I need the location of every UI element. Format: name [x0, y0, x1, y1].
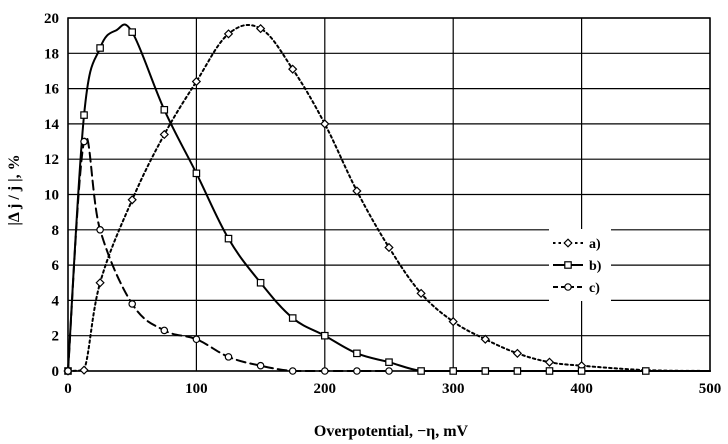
x-tick-label: 500: [699, 381, 722, 397]
data-point: [385, 358, 393, 366]
y-tick-label: 16: [44, 82, 60, 98]
data-point: [79, 365, 89, 375]
data-point: [320, 367, 329, 375]
legend-marker-1: [563, 238, 573, 248]
data-point: [192, 335, 201, 344]
data-point: [448, 316, 458, 327]
legend-label-3: c): [589, 281, 600, 296]
data-point: [545, 367, 554, 375]
data-point: [224, 234, 233, 243]
data-point: [480, 334, 490, 344]
y-tick-label: 8: [52, 223, 60, 239]
data-point: [223, 29, 234, 39]
y-tick-label: 6: [52, 258, 60, 274]
legend-marker-2: [564, 261, 572, 269]
data-point: [417, 367, 425, 375]
data-point: [159, 129, 169, 140]
y-tick-label: 2: [52, 329, 60, 345]
data-point: [385, 367, 393, 375]
data-point: [80, 137, 88, 146]
data-point: [353, 367, 361, 375]
series-2: [64, 23, 711, 375]
series-3: [64, 136, 393, 375]
y-tick-label: 0: [52, 364, 60, 380]
x-tick-label: 400: [570, 381, 593, 397]
data-point: [416, 288, 426, 298]
data-point: [449, 367, 458, 375]
data-point: [544, 357, 555, 367]
y-tick-label: 12: [44, 152, 59, 168]
data-point: [95, 278, 105, 288]
data-point: [641, 367, 650, 375]
x-tick-label: 100: [185, 381, 208, 397]
series-line-1: [67, 23, 711, 372]
data-point: [128, 300, 137, 308]
data-point: [320, 119, 330, 129]
legend-marker-3: [564, 283, 572, 291]
data-point: [352, 186, 362, 196]
data-point: [96, 44, 104, 52]
data-point: [191, 76, 202, 87]
data-point: [255, 23, 266, 34]
data-point: [127, 195, 137, 205]
x-tick-label: 200: [314, 381, 337, 397]
data-point: [353, 349, 361, 358]
y-tick-label: 10: [44, 188, 59, 204]
series-line-2: [67, 23, 711, 373]
x-tick-label: 300: [442, 381, 465, 397]
legend: a) b) c): [549, 229, 611, 301]
y-tick-label: 20: [44, 11, 59, 27]
data-point: [96, 226, 104, 234]
x-tick-label: 0: [64, 381, 72, 397]
data-point: [321, 331, 329, 340]
data-point: [513, 367, 522, 375]
series-1: [63, 23, 711, 376]
data-point: [224, 353, 233, 361]
data-point: [288, 367, 297, 375]
data-point: [256, 361, 265, 370]
legend-label-2: b): [589, 259, 602, 274]
legend-label-1: a): [589, 237, 601, 252]
data-point: [512, 348, 523, 358]
data-point: [64, 367, 72, 375]
data-point: [288, 314, 297, 322]
data-point: [192, 169, 201, 178]
data-point: [80, 111, 88, 119]
y-tick-label: 4: [52, 293, 60, 309]
data-point: [160, 105, 169, 114]
data-point: [384, 242, 394, 253]
y-tick-label: 14: [44, 117, 60, 133]
grid: [67, 17, 711, 372]
x-axis-title: Overpotential, −η, mV: [314, 423, 469, 440]
series-layer: [63, 23, 711, 376]
y-axis-title: |Δ j / j |, %: [6, 154, 23, 225]
data-point: [577, 367, 586, 375]
data-point: [481, 367, 490, 375]
y-tick-label: 18: [44, 46, 59, 62]
data-point: [160, 326, 169, 335]
data-point: [128, 28, 137, 36]
data-point: [256, 278, 265, 287]
data-point: [288, 64, 298, 74]
